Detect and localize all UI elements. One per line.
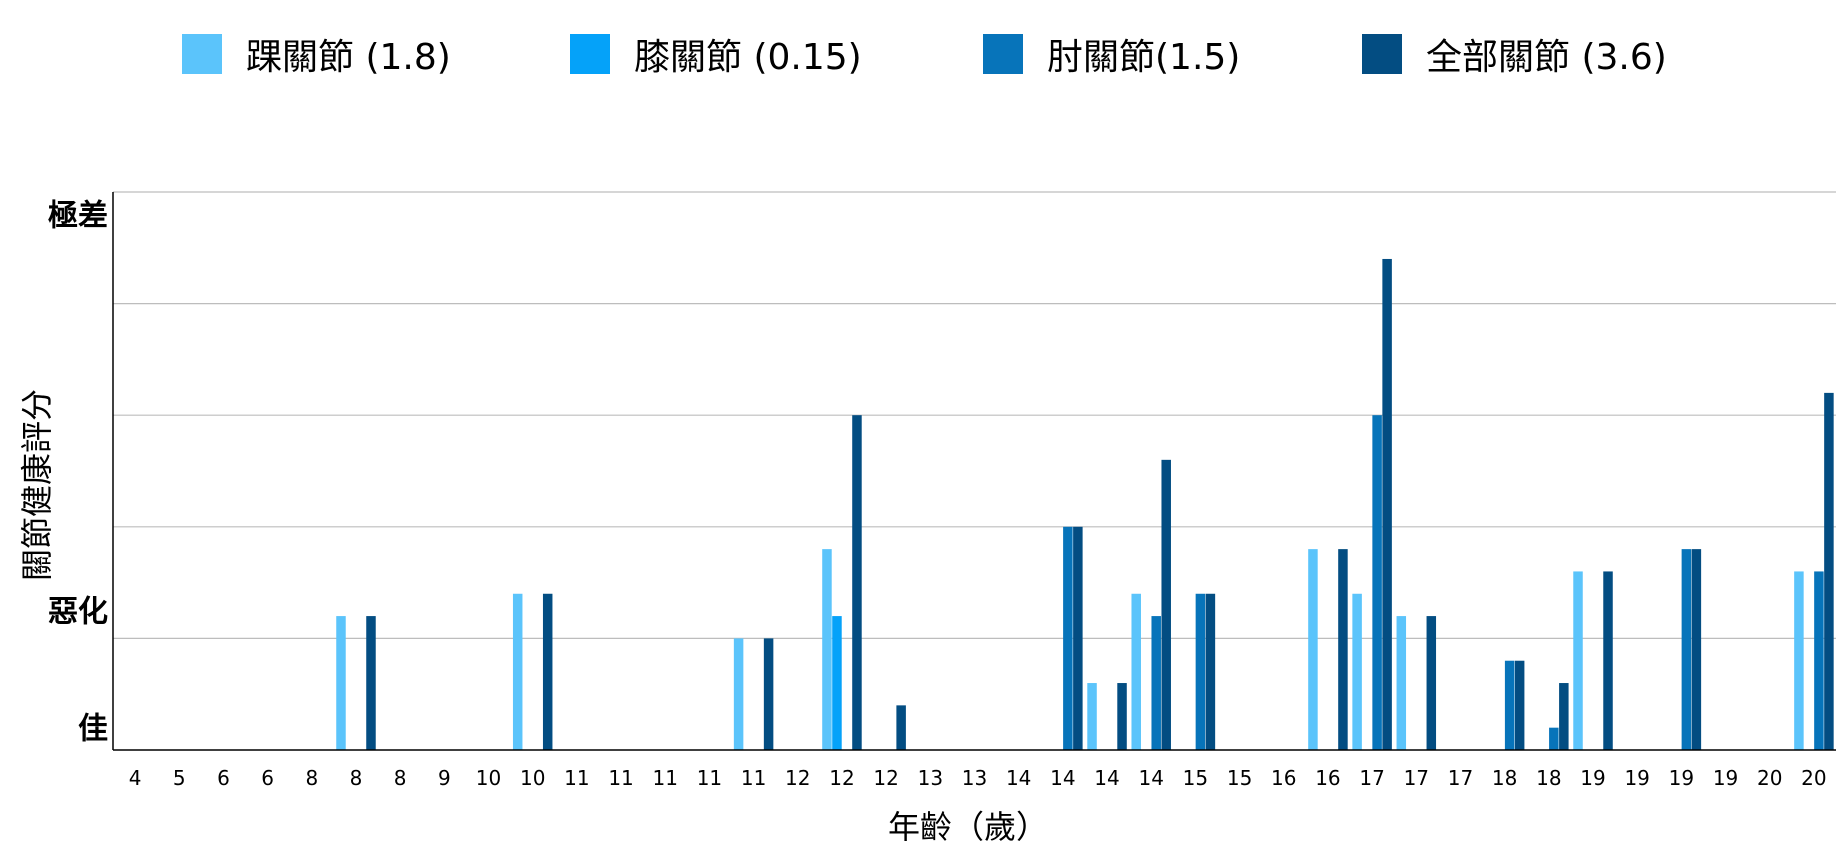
x-tick-label: 11 <box>697 766 722 790</box>
bar-ankle <box>336 616 346 750</box>
bar-all <box>542 593 553 750</box>
bar-all <box>1559 683 1569 750</box>
x-tick-label: 19 <box>1713 766 1738 790</box>
bar-all <box>1603 571 1613 750</box>
bar-all <box>366 616 376 750</box>
x-tick-label: 20 <box>1757 766 1782 790</box>
bar-elbow <box>1549 727 1559 750</box>
legend-item-all: 全部關節 (3.6) <box>1362 28 1667 80</box>
bar-all <box>763 638 774 750</box>
x-tick-label: 6 <box>217 766 230 790</box>
bar-ankle <box>733 638 744 750</box>
bar-all <box>1426 616 1437 750</box>
bar-all <box>1205 593 1216 750</box>
bar-elbow <box>1151 616 1161 750</box>
x-tick-label: 19 <box>1580 766 1605 790</box>
legend-label-elbow: 肘關節(1.5) <box>1047 37 1241 78</box>
x-tick-label: 6 <box>261 766 274 790</box>
bar-all <box>852 415 862 750</box>
bar-all <box>1824 392 1834 750</box>
x-tick-label: 17 <box>1404 766 1429 790</box>
legend-label-all: 全部關節 (3.6) <box>1426 37 1667 78</box>
legend-label-ankle: 踝關節 (1.8) <box>246 37 451 78</box>
x-tick-label: 12 <box>785 766 810 790</box>
legend: 踝關節 (1.8) 膝關節 (0.15) 肘關節(1.5) 全部關節 (3.6) <box>0 28 1840 80</box>
legend-item-knee: 膝關節 (0.15) <box>570 28 862 80</box>
x-tick-label: 11 <box>653 766 678 790</box>
legend-label-knee: 膝關節 (0.15) <box>634 37 862 78</box>
y-level-label: 惡化 <box>48 595 108 630</box>
bar-all <box>1161 459 1171 750</box>
x-tick-label: 14 <box>1006 766 1031 790</box>
y-level-label: 極差 <box>48 198 108 233</box>
legend-swatch-knee <box>570 34 610 74</box>
x-tick-label: 8 <box>350 766 363 790</box>
bar-ankle <box>1396 616 1407 750</box>
x-axis-title: 年齡（歲） <box>888 808 1048 846</box>
x-tick-label: 11 <box>564 766 589 790</box>
legend-swatch-ankle <box>182 34 222 74</box>
x-tick-label: 12 <box>829 766 854 790</box>
bar-ankle <box>822 549 832 750</box>
x-tick-label: 8 <box>305 766 318 790</box>
bar-knee <box>832 616 842 750</box>
legend-item-ankle: 踝關節 (1.8) <box>182 28 451 80</box>
x-tick-label: 19 <box>1624 766 1649 790</box>
bar-all <box>1382 258 1392 750</box>
bar-elbow <box>1372 415 1382 750</box>
bar-ankle <box>1087 683 1097 750</box>
x-tick-label: 11 <box>741 766 766 790</box>
x-tick-label: 20 <box>1801 766 1826 790</box>
x-tick-label: 10 <box>476 766 501 790</box>
x-tick-label: 5 <box>173 766 186 790</box>
bar-ankle <box>1794 571 1804 750</box>
x-tick-label: 14 <box>1138 766 1163 790</box>
x-tick-label: 11 <box>608 766 633 790</box>
x-tick-label: 15 <box>1227 766 1252 790</box>
x-tick-label: 17 <box>1359 766 1384 790</box>
y-axis-title: 關節健康評分 <box>18 389 56 581</box>
bar-all <box>1514 660 1525 750</box>
bar-ankle <box>1131 593 1141 750</box>
x-tick-label: 14 <box>1094 766 1119 790</box>
x-tick-label: 16 <box>1271 766 1296 790</box>
x-tick-label: 16 <box>1315 766 1340 790</box>
x-tick-label: 13 <box>962 766 987 790</box>
legend-swatch-elbow <box>983 34 1023 74</box>
legend-item-elbow: 肘關節(1.5) <box>983 28 1240 80</box>
bar-elbow <box>1504 660 1515 750</box>
bar-ankle <box>512 593 523 750</box>
x-tick-label: 15 <box>1183 766 1208 790</box>
bar-elbow <box>1063 526 1073 750</box>
bar-all <box>1073 526 1083 750</box>
x-tick-label: 14 <box>1050 766 1075 790</box>
bar-all <box>896 705 906 750</box>
x-tick-label: 4 <box>129 766 142 790</box>
x-tick-label: 12 <box>873 766 898 790</box>
bar-elbow <box>1195 593 1206 750</box>
y-level-label: 佳 <box>78 712 108 747</box>
bar-all <box>1338 549 1348 750</box>
legend-swatch-all <box>1362 34 1402 74</box>
bar-ankle <box>1352 593 1362 750</box>
bar-elbow <box>1814 571 1824 750</box>
x-tick-label: 10 <box>520 766 545 790</box>
bar-all <box>1691 549 1702 750</box>
x-tick-label: 9 <box>438 766 451 790</box>
x-tick-label: 8 <box>394 766 407 790</box>
x-tick-label: 17 <box>1448 766 1473 790</box>
bar-elbow <box>1681 549 1692 750</box>
x-tick-label: 18 <box>1536 766 1561 790</box>
x-tick-label: 19 <box>1669 766 1694 790</box>
bar-ankle <box>1308 549 1318 750</box>
x-tick-label: 13 <box>918 766 943 790</box>
x-tick-label: 18 <box>1492 766 1517 790</box>
bar-all <box>1117 683 1127 750</box>
bar-ankle <box>1573 571 1583 750</box>
